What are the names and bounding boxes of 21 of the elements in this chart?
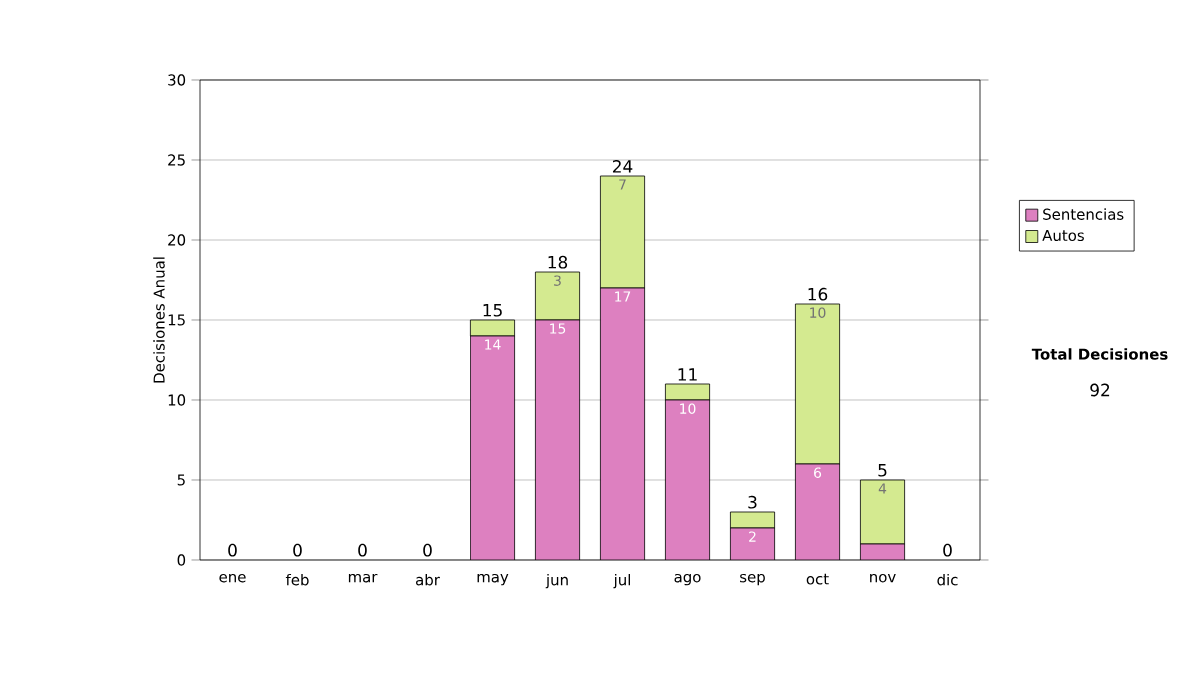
bar xyxy=(470,335,515,560)
bar xyxy=(600,287,646,560)
bar xyxy=(730,511,776,529)
total-label: 5 xyxy=(878,464,887,477)
bar xyxy=(795,463,841,560)
bar xyxy=(665,383,711,401)
bar xyxy=(535,319,581,560)
total-label: 11 xyxy=(678,368,697,381)
total-label: 0 xyxy=(293,543,302,557)
total-label: 24 xyxy=(612,160,633,173)
bar xyxy=(665,399,711,560)
total-label: 16 xyxy=(808,287,828,301)
bar xyxy=(795,303,841,465)
total-label: 0 xyxy=(228,543,237,557)
total-label: 15 xyxy=(483,304,502,317)
total-label: 3 xyxy=(748,495,757,509)
total-label: 0 xyxy=(358,543,367,557)
total-label: 0 xyxy=(423,543,432,557)
total-label: 18 xyxy=(548,255,568,269)
text: 92 xyxy=(1090,383,1110,397)
total-label: 0 xyxy=(943,543,952,557)
